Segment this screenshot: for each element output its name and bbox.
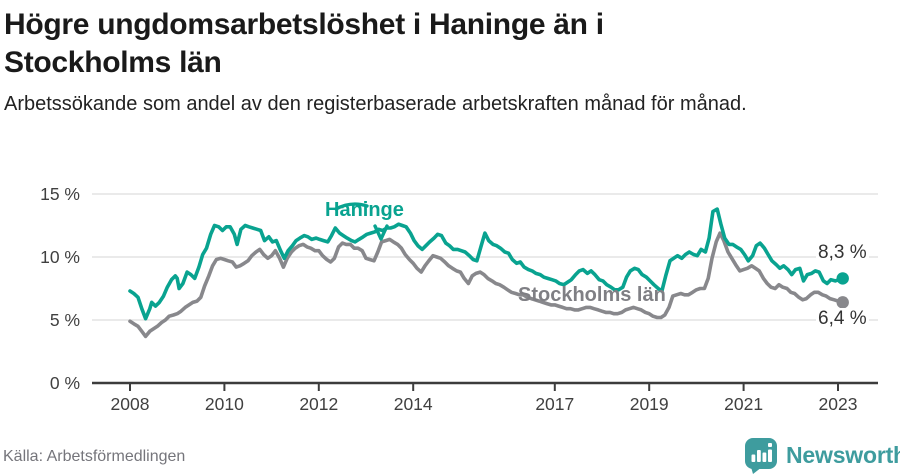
gridlines <box>92 193 878 321</box>
x-tick-label: 2008 <box>111 394 150 414</box>
x-tick-label: 2010 <box>205 394 244 414</box>
end-value-stockholm: 6,4 % <box>816 308 869 330</box>
x-tick-label: 2021 <box>724 394 763 414</box>
x-tick-label: 2017 <box>535 394 574 414</box>
line-haninge <box>128 207 845 321</box>
x-tick-label: 2012 <box>299 394 338 414</box>
x-tick-label: 2019 <box>630 394 669 414</box>
source-credit: Källa: Arbetsförmedlingen <box>3 448 186 465</box>
page-title: Högre ungdomsarbetslöshet i Haninge än i… <box>4 8 604 79</box>
end-dot <box>836 296 849 309</box>
series-label-haninge: Haninge <box>325 199 404 221</box>
y-tick-label: 5 % <box>50 310 80 330</box>
end-value-haninge: 8,3 % <box>816 242 869 264</box>
x-axis-labels: 2008 2010 2012 2014 2017 2019 2021 2023 <box>111 394 858 414</box>
x-axis <box>92 381 878 391</box>
y-tick-label: 15 % <box>40 184 80 204</box>
y-tick-label: 10 % <box>40 247 80 267</box>
haninge-annotation-arrow-arc <box>334 202 369 211</box>
newsworthy-badge-icon <box>745 438 777 474</box>
x-tick-label: 2023 <box>819 394 858 414</box>
end-dot <box>836 272 849 285</box>
haninge-annotation-arrow-head <box>373 224 389 241</box>
series-label-stockholms-lan: Stockholms län <box>518 284 666 306</box>
data-series <box>128 207 845 339</box>
y-axis-labels: 0 % 5 % 10 % 15 % <box>40 184 80 393</box>
chart-subtitle: Arbetssökande som andel av den registerb… <box>4 93 747 115</box>
series-end-dots <box>836 272 849 309</box>
line-stockholms-l-n <box>128 231 845 339</box>
x-tick-label: 2014 <box>394 394 433 414</box>
newsworthy-logo: Newsworthy <box>744 437 900 474</box>
newsworthy-wordmark: Newsworthy <box>786 442 900 468</box>
y-tick-label: 0 % <box>50 373 80 393</box>
